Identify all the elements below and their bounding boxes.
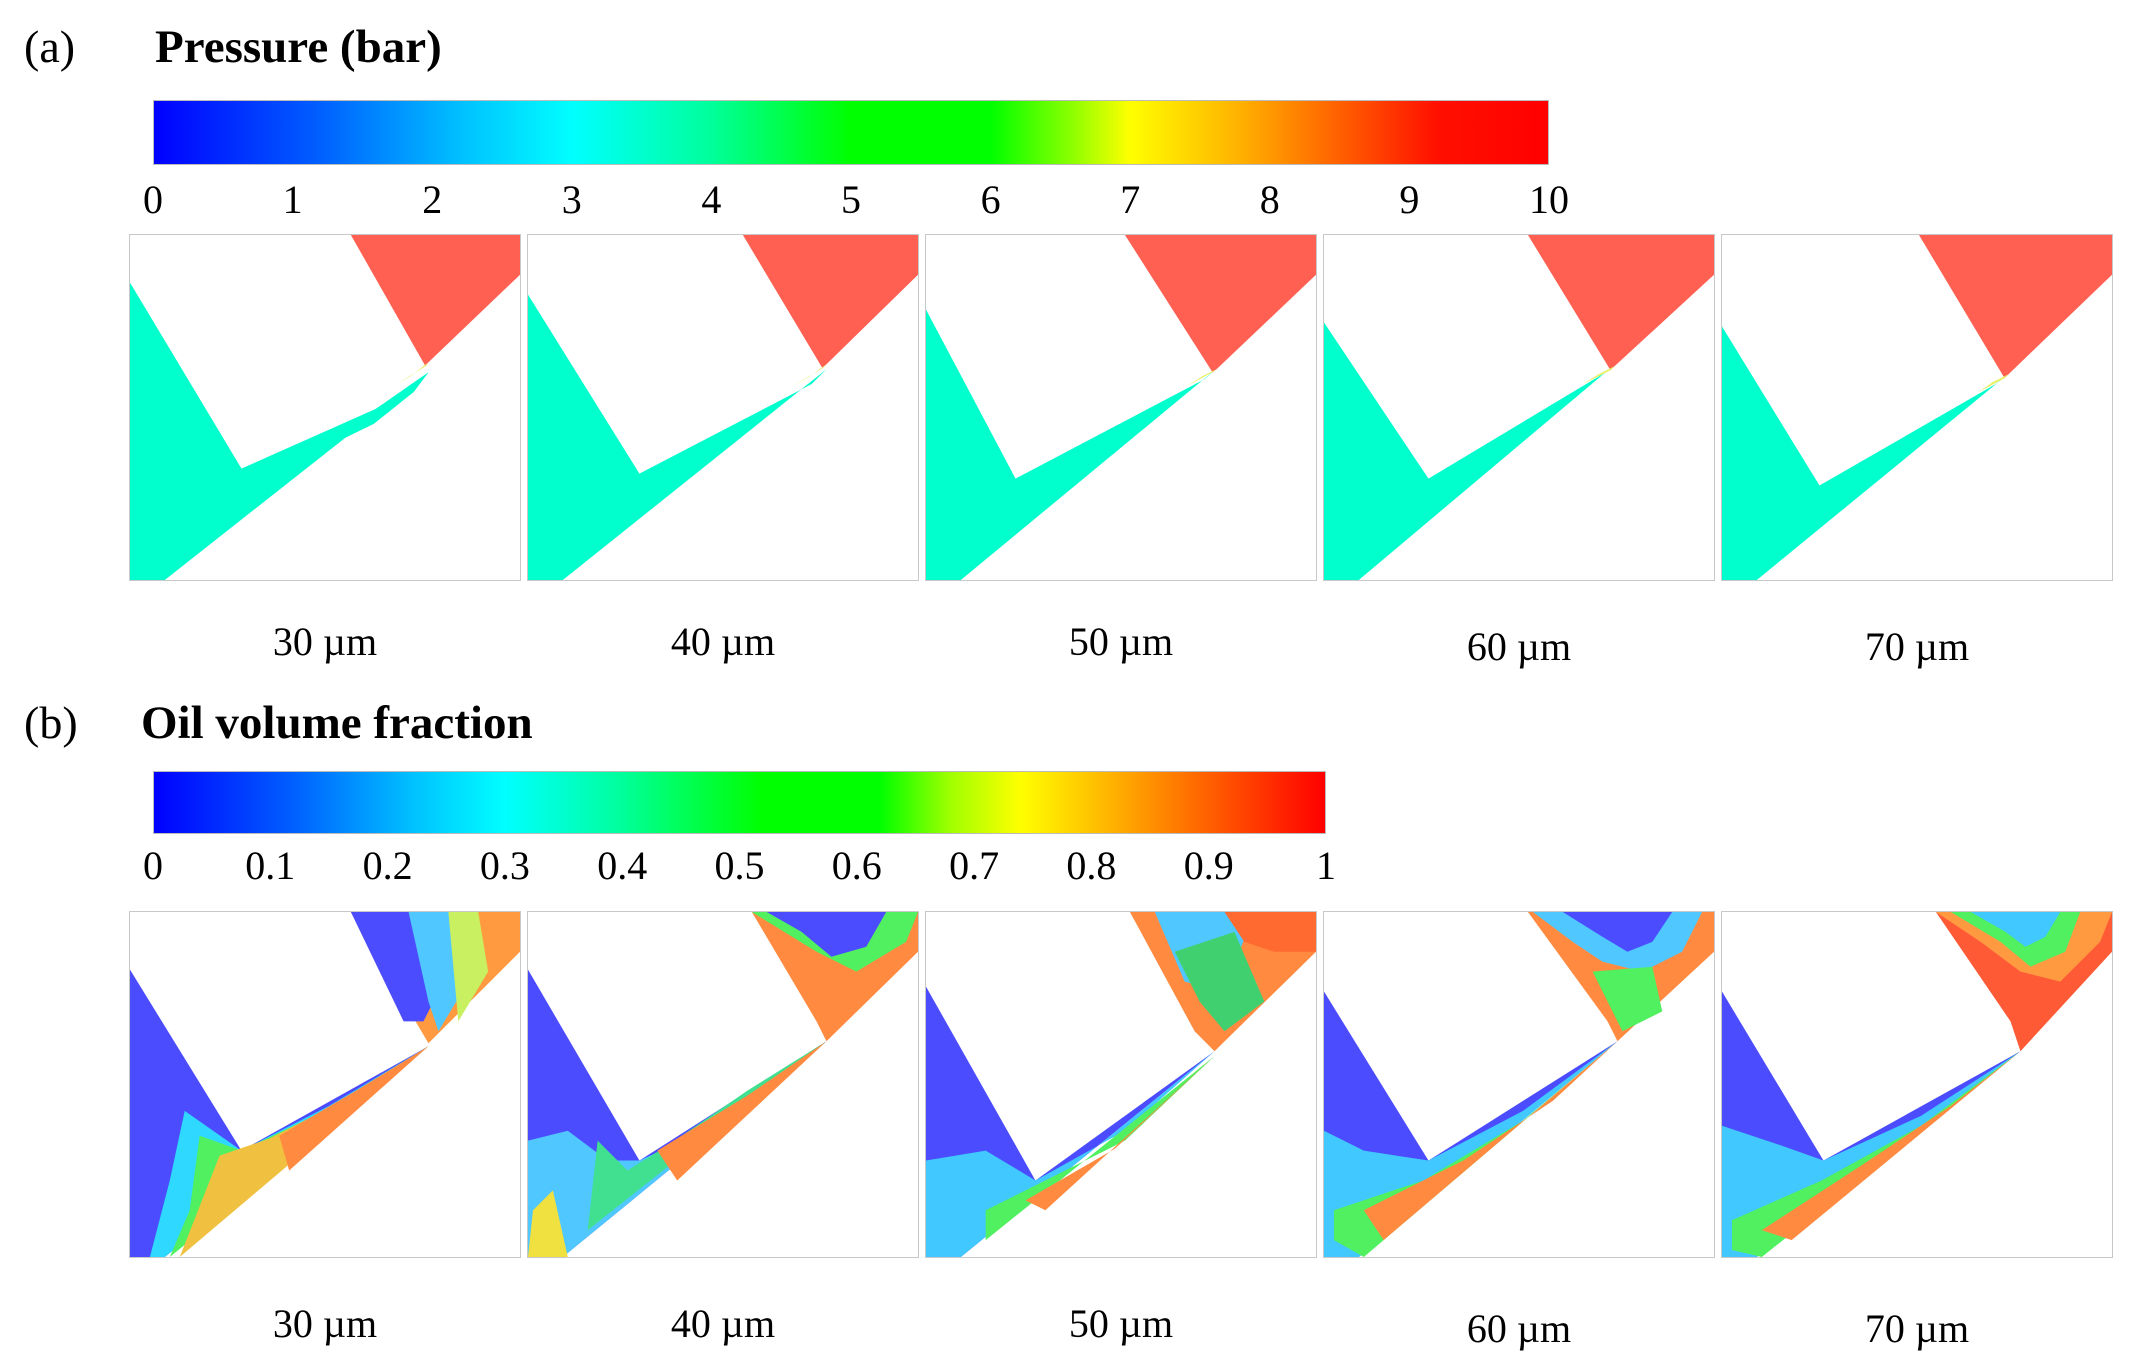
pressure-plot-30um — [129, 234, 521, 581]
pressure-colorbar-tick-4: 4 — [701, 177, 722, 222]
oil-fraction-caption-1: 40 µm — [670, 1301, 776, 1346]
oil-fraction-colorbar-tick-5: 0.5 — [714, 843, 765, 888]
panel-b-label: (b) — [24, 697, 78, 748]
pressure-caption-4: 70 µm — [1864, 624, 1970, 669]
pressure-caption-1: 40 µm — [670, 619, 776, 664]
pressure-colorbar-tick-3: 3 — [561, 177, 582, 222]
oil-fraction-caption-4: 70 µm — [1864, 1306, 1970, 1351]
oil-fraction-caption-3: 60 µm — [1466, 1306, 1572, 1351]
oil-fraction-caption-0: 30 µm — [272, 1301, 378, 1346]
oil-fraction-plot-70um — [1721, 911, 2113, 1258]
pressure-caption-3: 60 µm — [1466, 624, 1572, 669]
pressure-plot-70um — [1721, 234, 2113, 581]
oil-fraction-plot-30um — [129, 911, 521, 1258]
pressure-colorbar-tick-5: 5 — [841, 177, 861, 222]
oil-fraction-colorbar-tick-3: 0.3 — [479, 843, 530, 888]
pressure-colorbar-tick-7: 7 — [1120, 177, 1141, 222]
oil-fraction-plot-60um — [1323, 911, 1715, 1258]
pressure-colorbar-tick-2: 2 — [422, 177, 443, 222]
oil-fraction-colorbar-tick-8: 0.8 — [1066, 843, 1117, 888]
pressure-caption-2: 50 µm — [1068, 619, 1174, 664]
oil-fraction-colorbar-tick-2: 0.2 — [362, 843, 413, 888]
oil-fraction-colorbar-tick-4: 0.4 — [597, 843, 648, 888]
pressure-colorbar-tick-8: 8 — [1259, 177, 1280, 222]
pressure-colorbar — [153, 100, 1549, 165]
oil-fraction-colorbar-tick-1: 0.1 — [245, 843, 296, 888]
pressure-colorbar-tick-10: 10 — [1529, 177, 1569, 222]
oil-fraction-colorbar-tick-7: 0.7 — [949, 843, 1000, 888]
oil-fraction-colorbar-tick-9: 0.9 — [1183, 843, 1234, 888]
panel-a-title: Pressure (bar) — [155, 21, 442, 73]
oil-fraction-caption-2: 50 µm — [1068, 1301, 1174, 1346]
pressure-caption-0: 30 µm — [272, 619, 378, 664]
pressure-plot-60um — [1323, 234, 1715, 581]
pressure-colorbar-tick-1: 1 — [282, 177, 303, 222]
oil-fraction-plot-40um — [527, 911, 919, 1258]
pressure-plot-50um — [925, 234, 1317, 581]
oil-fraction-colorbar-tick-0: 0 — [143, 843, 163, 888]
panel-b-title: Oil volume fraction — [141, 697, 533, 749]
panel-a-label: (a) — [24, 21, 76, 72]
oil-fraction-colorbar — [153, 771, 1326, 834]
pressure-colorbar-tick-0: 0 — [143, 177, 163, 222]
oil-fraction-colorbar-tick-10: 1 — [1316, 843, 1336, 888]
pressure-plot-40um — [527, 234, 919, 581]
oil-fraction-plot-50um — [925, 911, 1317, 1258]
pressure-colorbar-tick-6: 6 — [980, 177, 1001, 222]
pressure-colorbar-tick-9: 9 — [1399, 177, 1420, 222]
oil-fraction-colorbar-tick-6: 0.6 — [831, 843, 882, 888]
